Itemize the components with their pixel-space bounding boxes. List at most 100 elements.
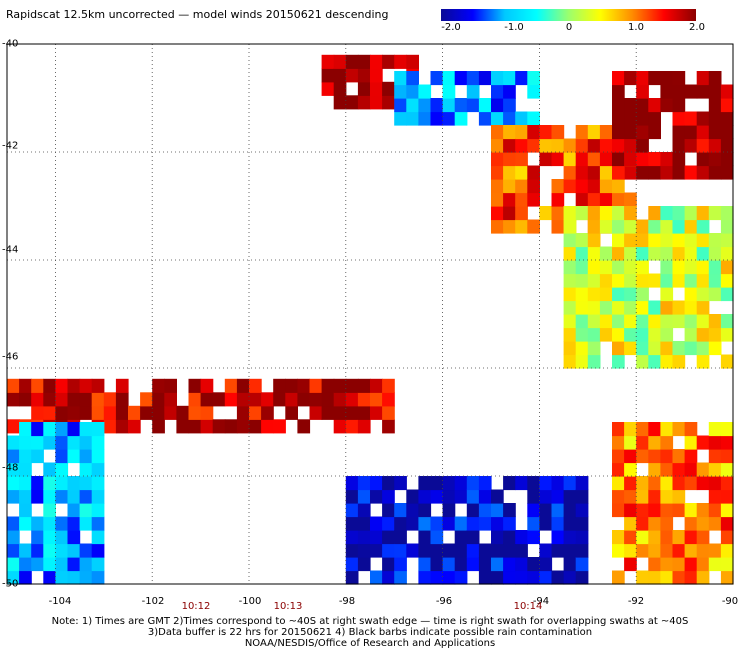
heatmap-cell bbox=[491, 219, 504, 234]
heatmap-cell bbox=[660, 165, 674, 180]
heatmap-cell bbox=[612, 489, 625, 504]
y-tick-label: -42 bbox=[2, 140, 19, 152]
heatmap-cell bbox=[672, 233, 686, 248]
heatmap-cell bbox=[563, 543, 577, 558]
heatmap-cell bbox=[357, 81, 371, 96]
heatmap-cell bbox=[720, 287, 734, 302]
heatmap-cell bbox=[491, 84, 504, 99]
heatmap-cell bbox=[382, 543, 395, 558]
heatmap-cell bbox=[575, 476, 589, 491]
heatmap-cell bbox=[176, 419, 190, 434]
x-tick-label: -98 bbox=[338, 596, 356, 607]
heatmap-cell bbox=[612, 462, 625, 477]
y-tick-label: -50 bbox=[2, 578, 19, 590]
heatmap-cell bbox=[394, 84, 407, 99]
heatmap-cell bbox=[648, 489, 661, 504]
heatmap-cell bbox=[551, 138, 565, 153]
heatmap-cell bbox=[527, 557, 540, 572]
heatmap-cell bbox=[563, 219, 577, 234]
heatmap-cell bbox=[648, 516, 661, 531]
heatmap-cell bbox=[636, 287, 649, 302]
heatmap-cell bbox=[587, 192, 601, 207]
heatmap-cell bbox=[357, 54, 371, 69]
heatmap-cell bbox=[624, 111, 637, 126]
heatmap-cell bbox=[491, 503, 504, 518]
heatmap-cell bbox=[708, 206, 722, 221]
heatmap-cell bbox=[357, 489, 371, 504]
heatmap-cell bbox=[708, 422, 722, 437]
heatmap-cell bbox=[31, 378, 44, 393]
heatmap-cell bbox=[575, 530, 589, 545]
heatmap-cell bbox=[55, 489, 69, 504]
heatmap-cell bbox=[684, 435, 698, 450]
heatmap-cell bbox=[491, 125, 504, 140]
heatmap-cell bbox=[7, 489, 20, 504]
heatmap-cell bbox=[660, 98, 674, 113]
heatmap-cell bbox=[599, 246, 613, 261]
heatmap-cell bbox=[503, 543, 516, 558]
heatmap-cell bbox=[684, 341, 698, 356]
heatmap-cell bbox=[418, 530, 432, 545]
heatmap-cell bbox=[491, 516, 504, 531]
heatmap-cell bbox=[587, 138, 601, 153]
heatmap-cell bbox=[612, 422, 625, 437]
heatmap-cell bbox=[261, 419, 274, 434]
heatmap-cell bbox=[309, 405, 323, 420]
heatmap-cell bbox=[224, 419, 238, 434]
heatmap-cell bbox=[79, 557, 93, 572]
heatmap-cell bbox=[708, 287, 722, 302]
heatmap-cell bbox=[599, 206, 613, 221]
heatmap-cell bbox=[115, 378, 129, 393]
heatmap-cell bbox=[382, 405, 395, 420]
heatmap-cell bbox=[321, 378, 335, 393]
heatmap-cell bbox=[79, 543, 93, 558]
heatmap-cell bbox=[491, 489, 504, 504]
heatmap-cell bbox=[672, 489, 686, 504]
heatmap-cell bbox=[696, 260, 710, 275]
heatmap-cell bbox=[575, 206, 589, 221]
heatmap-cell bbox=[660, 273, 674, 288]
heatmap-cell bbox=[503, 219, 516, 234]
heatmap-cell bbox=[563, 206, 577, 221]
heatmap-cell bbox=[79, 570, 93, 585]
heatmap-cell bbox=[563, 165, 577, 180]
heatmap-cell bbox=[575, 138, 589, 153]
heatmap-cell bbox=[466, 503, 480, 518]
heatmap-cell bbox=[19, 557, 32, 572]
heatmap-cell bbox=[684, 530, 698, 545]
heatmap-cell bbox=[382, 392, 395, 407]
heatmap-cell bbox=[164, 378, 177, 393]
heatmap-cell bbox=[599, 138, 613, 153]
heatmap-cell bbox=[491, 557, 504, 572]
heatmap-cell bbox=[720, 246, 734, 261]
heatmap-cell bbox=[478, 503, 492, 518]
heatmap-cell bbox=[370, 530, 383, 545]
heatmap-cell bbox=[720, 516, 734, 531]
heatmap-cell bbox=[406, 71, 419, 86]
heatmap-cell bbox=[31, 516, 44, 531]
heatmap-cell bbox=[31, 543, 44, 558]
heatmap-cell bbox=[333, 81, 347, 96]
heatmap-cell bbox=[527, 111, 540, 126]
heatmap-cell bbox=[478, 557, 492, 572]
heatmap-cell bbox=[708, 489, 722, 504]
x-tick-label: -100 bbox=[238, 596, 262, 607]
heatmap-cell bbox=[660, 476, 674, 491]
heatmap-cell bbox=[466, 71, 480, 86]
heatmap-cell bbox=[91, 489, 105, 504]
heatmap-cell bbox=[394, 476, 407, 491]
heatmap-cell bbox=[527, 179, 540, 194]
heatmap-cell bbox=[720, 219, 734, 234]
heatmap-cell bbox=[612, 327, 625, 342]
heatmap-cell bbox=[454, 530, 468, 545]
heatmap-cell bbox=[575, 314, 589, 329]
heatmap-cell bbox=[345, 68, 359, 83]
heatmap-cell bbox=[648, 314, 661, 329]
heatmap-cell bbox=[43, 530, 56, 545]
heatmap-cell bbox=[394, 557, 407, 572]
heatmap-cell bbox=[696, 206, 710, 221]
heatmap-cell bbox=[563, 233, 577, 248]
heatmap-cell bbox=[660, 435, 674, 450]
heatmap-cell bbox=[212, 392, 226, 407]
heatmap-cell bbox=[612, 138, 625, 153]
